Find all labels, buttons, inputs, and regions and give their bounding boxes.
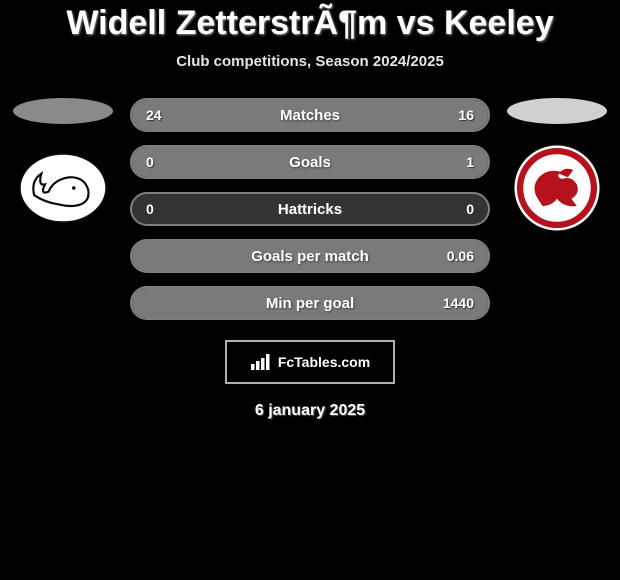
date-label: 6 january 2025 <box>0 402 620 420</box>
stat-left-value: 0 <box>146 154 154 170</box>
stat-right-value: 0 <box>466 201 474 217</box>
right-shadow-ellipse <box>507 98 607 124</box>
stat-row: Goals per match 0.06 <box>130 239 490 273</box>
stat-left-value: 0 <box>146 201 154 217</box>
subtitle: Club competitions, Season 2024/2025 <box>0 53 620 70</box>
stat-right-value: 16 <box>458 107 474 123</box>
stat-row: 0 Hattricks 0 <box>130 192 490 226</box>
ram-crest-icon <box>18 148 108 228</box>
left-team-crest <box>18 148 108 228</box>
stat-label: Goals per match <box>251 248 369 265</box>
comparison-row: 24 Matches 16 0 Goals 1 0 Hattricks 0 Goals per m… <box>0 98 620 320</box>
stat-row: 0 Goals 1 <box>130 145 490 179</box>
stat-label: Goals <box>289 154 331 171</box>
dragon-crest-icon <box>512 142 602 234</box>
stat-label: Matches <box>280 107 340 124</box>
stat-right-value: 0.06 <box>447 248 474 264</box>
stat-row: 24 Matches 16 <box>130 98 490 132</box>
left-shadow-ellipse <box>13 98 113 124</box>
stat-label: Hattricks <box>278 201 342 218</box>
stat-right-value: 1 <box>466 154 474 170</box>
stat-label: Min per goal <box>266 295 354 312</box>
stat-right-value: 1440 <box>443 295 474 311</box>
stat-left-value: 24 <box>146 107 162 123</box>
brand-footer[interactable]: FcTables.com <box>225 340 395 384</box>
right-team-col <box>502 98 612 228</box>
stats-column: 24 Matches 16 0 Goals 1 0 Hattricks 0 Goals per m… <box>130 98 490 320</box>
left-team-col <box>8 98 118 228</box>
chart-icon <box>250 353 272 371</box>
stat-row: Min per goal 1440 <box>130 286 490 320</box>
page-title: Widell ZetterstrÃ¶m vs Keeley <box>0 4 620 43</box>
brand-label: FcTables.com <box>278 354 370 370</box>
right-team-crest <box>512 148 602 228</box>
